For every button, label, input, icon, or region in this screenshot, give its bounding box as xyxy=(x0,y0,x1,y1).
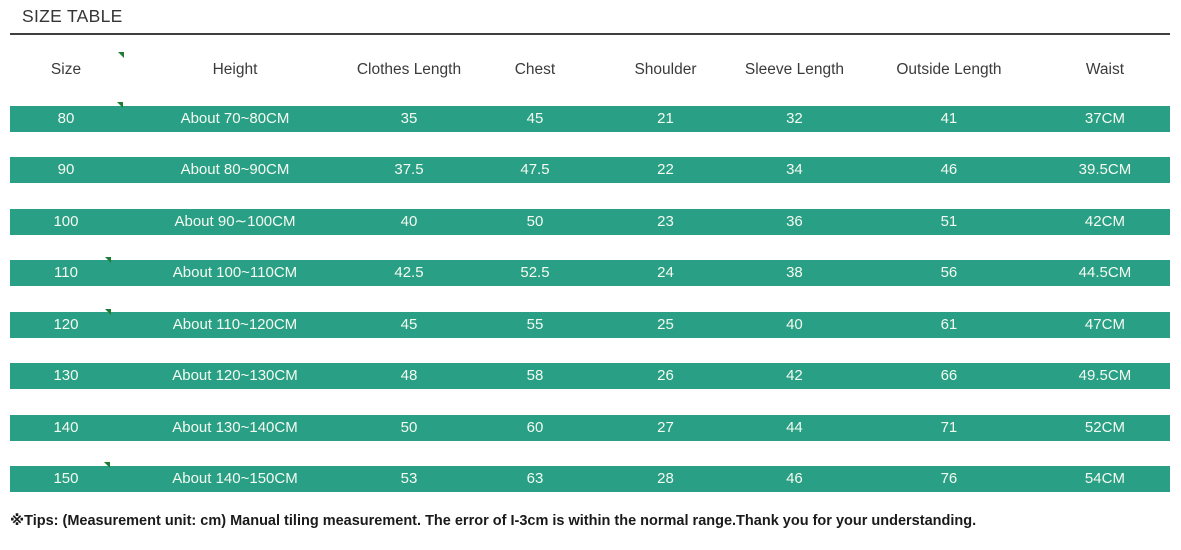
cell-note-marker-icon xyxy=(118,52,124,58)
table-cell: About 130~140CM xyxy=(172,419,298,436)
table-cell: 100 xyxy=(53,213,79,230)
table-row: 100 About 90∼100CM 40 50 23 36 51 42CM xyxy=(10,209,1170,235)
table-cell: About 80~90CM xyxy=(180,161,290,178)
table-cell: 50 xyxy=(526,213,544,230)
table-cell: 60 xyxy=(526,419,544,436)
table-cell: 44 xyxy=(786,419,803,436)
table-cell: 61 xyxy=(940,316,958,333)
table-cell: 120 xyxy=(53,316,79,333)
tips-note: ※Tips: (Measurement unit: cm) Manual til… xyxy=(10,513,977,529)
column-header-shoulder: Shoulder xyxy=(634,61,697,78)
column-header-size: Size xyxy=(50,61,82,78)
table-cell: 55 xyxy=(526,316,544,333)
table-cell: 44.5CM xyxy=(1078,264,1132,281)
table-row: 120 About 110~120CM 45 55 25 40 61 47CM xyxy=(10,312,1170,338)
table-cell: 45 xyxy=(400,316,418,333)
table-cell: 36 xyxy=(786,213,803,230)
cell-note-marker-icon xyxy=(105,257,111,263)
table-row: 110 About 100~110CM 42.5 52.5 24 38 56 44.5CM xyxy=(10,260,1170,286)
cell-note-marker-icon xyxy=(117,102,123,108)
title-underline xyxy=(10,33,1170,35)
page-title: SIZE TABLE xyxy=(22,6,123,26)
table-cell: 24 xyxy=(657,264,674,281)
column-header-chest: Chest xyxy=(514,61,556,78)
table-cell: 48 xyxy=(400,367,418,384)
table-row: 90 About 80~90CM 37.5 47.5 22 34 46 39.5CM xyxy=(10,157,1170,183)
table-cell: 52CM xyxy=(1084,419,1125,436)
table-cell: 39.5CM xyxy=(1078,161,1132,178)
table-cell: 40 xyxy=(786,316,803,333)
table-cell: 53 xyxy=(400,470,418,487)
table-cell: 110 xyxy=(54,264,78,281)
table-header-row: Size Height Clothes Length Chest Shoulde… xyxy=(10,57,1170,83)
table-cell: 46 xyxy=(786,470,803,487)
table-row: 130 About 120~130CM 48 58 26 42 66 49.5CM xyxy=(10,363,1170,389)
table-cell: 140 xyxy=(53,419,79,436)
column-header-waist: Waist xyxy=(1085,61,1125,78)
table-cell: 66 xyxy=(940,367,958,384)
table-cell: 21 xyxy=(657,110,674,127)
table-cell: 40 xyxy=(400,213,418,230)
table-row: 80 About 70~80CM 35 45 21 32 41 37CM xyxy=(10,106,1170,132)
table-cell: 42CM xyxy=(1084,213,1125,230)
table-cell: 58 xyxy=(526,367,544,384)
table-cell: 50 xyxy=(400,419,418,436)
cell-note-marker-icon xyxy=(104,462,110,468)
table-cell: 49.5CM xyxy=(1078,367,1132,384)
table-cell: 51 xyxy=(940,213,958,230)
table-cell: 56 xyxy=(940,264,958,281)
column-header-clothes-length: Clothes Length xyxy=(356,61,462,78)
table-cell: 45 xyxy=(526,110,544,127)
table-cell: 90 xyxy=(57,161,75,178)
cell-note-marker-icon xyxy=(105,309,111,315)
table-cell: 130 xyxy=(53,367,79,384)
table-cell: 34 xyxy=(786,161,803,178)
table-cell: 80 xyxy=(57,110,75,127)
table-cell: About 90∼100CM xyxy=(174,213,296,230)
table-cell: 37.5 xyxy=(394,161,424,178)
table-cell: 25 xyxy=(657,316,674,333)
table-cell: 41 xyxy=(940,110,958,127)
table-cell: 27 xyxy=(657,419,674,436)
table-cell: 76 xyxy=(940,470,958,487)
table-cell: About 140~150CM xyxy=(172,470,298,487)
table-cell: 47.5 xyxy=(520,161,550,178)
table-cell: About 110~120CM xyxy=(172,316,298,333)
table-cell: 28 xyxy=(657,470,674,487)
table-cell: 42 xyxy=(786,367,803,384)
table-cell: 63 xyxy=(526,470,544,487)
table-cell: About 70~80CM xyxy=(180,110,290,127)
table-cell: 26 xyxy=(657,367,674,384)
table-cell: 47CM xyxy=(1084,316,1125,333)
table-cell: 54CM xyxy=(1084,470,1125,487)
table-cell: 52.5 xyxy=(520,264,550,281)
table-cell: 42.5 xyxy=(394,264,424,281)
table-row: 140 About 130~140CM 50 60 27 44 71 52CM xyxy=(10,415,1170,441)
column-header-sleeve-length: Sleeve Length xyxy=(744,61,844,78)
column-header-outside-length: Outside Length xyxy=(896,61,1002,78)
table-cell: 22 xyxy=(657,161,674,178)
table-cell: 23 xyxy=(657,213,674,230)
table-cell: About 100~110CM xyxy=(172,264,298,281)
table-cell: 37CM xyxy=(1084,110,1125,127)
column-header-height: Height xyxy=(212,61,258,78)
table-cell: 71 xyxy=(940,419,958,436)
table-cell: 32 xyxy=(786,110,803,127)
table-cell: 35 xyxy=(400,110,418,127)
table-row: 150 About 140~150CM 53 63 28 46 76 54CM xyxy=(10,466,1170,492)
table-cell: 38 xyxy=(786,264,803,281)
table-cell: About 120~130CM xyxy=(172,367,298,384)
table-cell: 46 xyxy=(940,161,958,178)
table-cell: 150 xyxy=(53,470,79,487)
